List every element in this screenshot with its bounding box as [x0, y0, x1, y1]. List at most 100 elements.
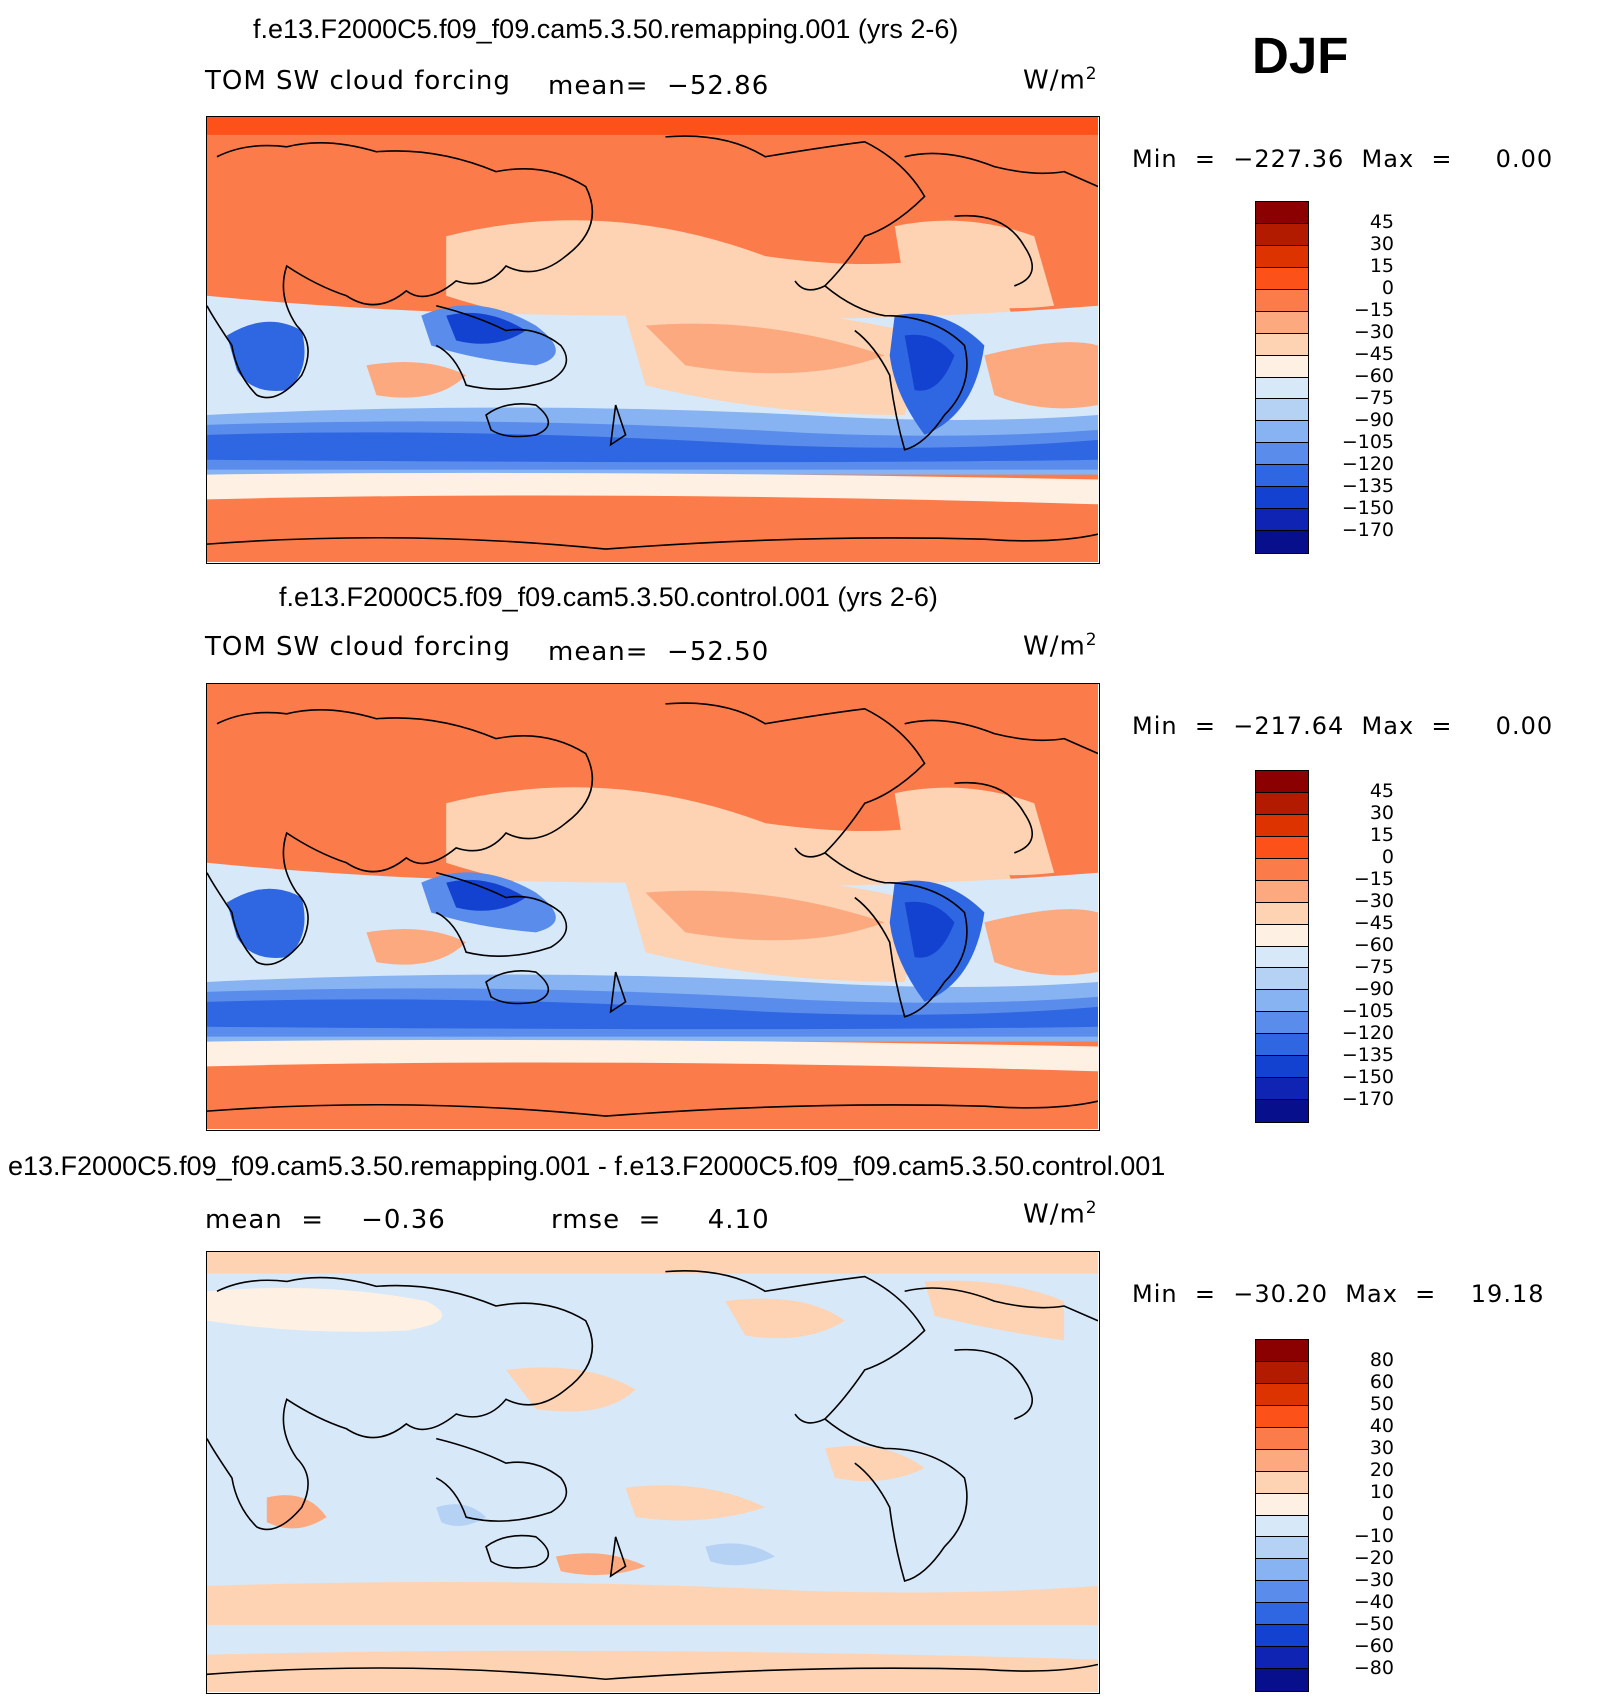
colorbar-swatch	[1256, 990, 1308, 1013]
colorbar-label: 40	[1369, 1415, 1394, 1437]
colorbar-swatch	[1256, 836, 1308, 859]
colorbar-label: −135	[1341, 475, 1394, 497]
colorbar-swatch	[1256, 814, 1308, 837]
colorbar-swatch	[1256, 509, 1308, 532]
colorbar-label: −105	[1341, 1000, 1394, 1022]
minmax-label: Min = −30.20 Max = 19.18	[1132, 1280, 1545, 1308]
colorbar-swatch	[1256, 771, 1308, 793]
colorbar-swatch	[1256, 1056, 1308, 1079]
colorbar-swatch	[1256, 223, 1308, 246]
colorbar-swatch	[1256, 443, 1308, 466]
colorbar-swatch	[1256, 1625, 1308, 1648]
map-control	[206, 683, 1100, 1131]
colorbar-label: 30	[1369, 1437, 1394, 1459]
colorbar-swatch	[1256, 924, 1308, 947]
colorbar-label: −30	[1353, 890, 1394, 912]
colorbar-swatch	[1256, 880, 1308, 903]
colorbar-label: −150	[1341, 1066, 1394, 1088]
variable-label: TOM SW cloud forcing	[205, 66, 511, 96]
minmax-label: Min = −217.64 Max = 0.00	[1132, 712, 1554, 740]
colorbar-label: −20	[1353, 1547, 1394, 1569]
colorbar-label: −30	[1353, 1569, 1394, 1591]
colorbar-label: −60	[1353, 934, 1394, 956]
colorbar-label: 15	[1369, 824, 1394, 846]
colorbar-label: −170	[1341, 519, 1394, 541]
colorbar-label: −80	[1353, 1657, 1394, 1679]
colorbar-label: −170	[1341, 1088, 1394, 1110]
colorbar-label: −120	[1341, 1022, 1394, 1044]
variable-label: TOM SW cloud forcing	[205, 632, 511, 662]
colorbar-swatch	[1256, 1581, 1308, 1604]
mean-label: mean= −52.50	[548, 637, 770, 667]
colorbar-label: −60	[1353, 1635, 1394, 1657]
colorbar-swatch	[1256, 377, 1308, 400]
colorbar-swatch	[1256, 1427, 1308, 1450]
colorbar-label: 30	[1369, 802, 1394, 824]
colorbar-label: 80	[1369, 1349, 1394, 1371]
colorbar-label: 15	[1369, 255, 1394, 277]
colorbar-swatch	[1256, 902, 1308, 925]
colorbar-swatch	[1256, 487, 1308, 510]
colorbar-swatch	[1256, 1100, 1308, 1122]
colorbar-swatch	[1256, 399, 1308, 422]
colorbar-label: −60	[1353, 365, 1394, 387]
colorbar-label: −90	[1353, 409, 1394, 431]
colorbar-label: −75	[1353, 956, 1394, 978]
colorbar-swatch	[1256, 1669, 1308, 1691]
colorbar-swatch	[1256, 946, 1308, 969]
colorbar-label: 60	[1369, 1371, 1394, 1393]
colorbar-label: −50	[1353, 1613, 1394, 1635]
colorbar-label: 10	[1369, 1481, 1394, 1503]
colorbar-swatch	[1256, 1449, 1308, 1472]
colorbar-swatch	[1256, 465, 1308, 488]
colorbar-labels: 45 30 15 0 −15 −30 −45 −60 −75 −90 −105 …	[1322, 770, 1402, 1123]
panel-title: e13.F2000C5.f09_f09.cam5.3.50.remapping.…	[8, 1151, 1166, 1181]
units-label: W/m2	[1023, 630, 1098, 662]
colorbar-labels: 80 60 50 40 30 20 10 0 −10 −20 −30 −40 −…	[1322, 1339, 1402, 1692]
minmax-label: Min = −227.36 Max = 0.00	[1132, 145, 1554, 173]
mean-label: mean= −52.86	[548, 71, 770, 101]
colorbar-label: −45	[1353, 912, 1394, 934]
units-label: W/m2	[1023, 1198, 1098, 1230]
colorbar-swatch	[1256, 1471, 1308, 1494]
colorbar-swatch	[1256, 1537, 1308, 1560]
colorbar-swatch	[1256, 1012, 1308, 1035]
colorbar-swatch	[1256, 1515, 1308, 1538]
colorbar	[1255, 201, 1309, 554]
colorbar-swatch	[1256, 858, 1308, 881]
colorbar-label: 30	[1369, 233, 1394, 255]
map-remap	[206, 116, 1100, 564]
colorbar-swatch	[1256, 1493, 1308, 1516]
colorbar-swatch	[1256, 1559, 1308, 1582]
colorbar-swatch	[1256, 245, 1308, 268]
colorbar-swatch	[1256, 333, 1308, 356]
colorbar-label: −120	[1341, 453, 1394, 475]
colorbar-swatch	[1256, 1647, 1308, 1670]
colorbar-swatch	[1256, 968, 1308, 991]
colorbar-swatch	[1256, 1603, 1308, 1626]
colorbar-label: −40	[1353, 1591, 1394, 1613]
colorbar-label: 0	[1381, 846, 1394, 868]
colorbar-labels: 45 30 15 0 −15 −30 −45 −60 −75 −90 −105 …	[1322, 201, 1402, 554]
colorbar-label: −45	[1353, 343, 1394, 365]
rmse-label: rmse = 4.10	[551, 1205, 770, 1235]
colorbar-swatch	[1256, 267, 1308, 290]
colorbar-label: 0	[1381, 277, 1394, 299]
colorbar-swatch	[1256, 1361, 1308, 1384]
colorbar-label: −150	[1341, 497, 1394, 519]
colorbar-label: 45	[1369, 211, 1394, 233]
colorbar-label: 50	[1369, 1393, 1394, 1415]
colorbar-swatch	[1256, 1383, 1308, 1406]
units-label: W/m2	[1023, 64, 1098, 96]
colorbar	[1255, 770, 1309, 1123]
colorbar-swatch	[1256, 421, 1308, 444]
mean-label: mean = −0.36	[205, 1205, 446, 1235]
colorbar-swatch	[1256, 792, 1308, 815]
colorbar-swatch	[1256, 1034, 1308, 1057]
colorbar-swatch	[1256, 1405, 1308, 1428]
colorbar-label: −15	[1353, 868, 1394, 890]
colorbar-swatch	[1256, 531, 1308, 553]
colorbar-label: −15	[1353, 299, 1394, 321]
colorbar-label: −90	[1353, 978, 1394, 1000]
panel-title: f.e13.F2000C5.f09_f09.cam5.3.50.control.…	[279, 582, 938, 612]
